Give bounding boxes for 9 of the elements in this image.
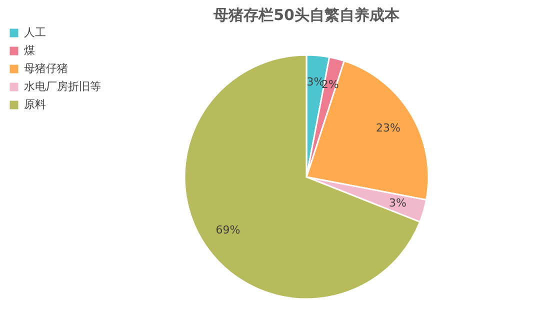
legend-label: 煤: [24, 44, 35, 57]
data-label: 3%: [389, 196, 406, 210]
legend-label: 原料: [24, 98, 46, 111]
data-label: 23%: [376, 122, 400, 135]
legend-label: 人工: [24, 26, 46, 39]
legend-label: 母猪仔猪: [24, 62, 68, 75]
data-label: 69%: [216, 223, 240, 236]
chart-title: 母猪存栏50头自繁自养成本: [212, 6, 400, 24]
legend-label: 水电厂房折旧等: [24, 80, 101, 93]
